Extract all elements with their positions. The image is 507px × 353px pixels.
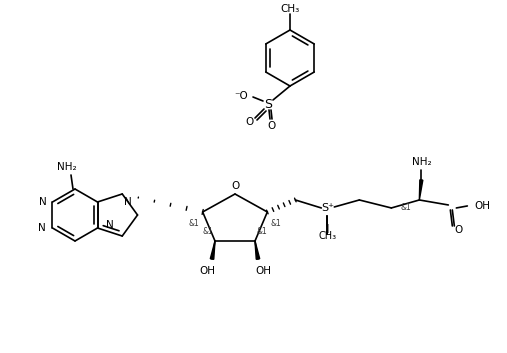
Text: ⁻O: ⁻O xyxy=(234,91,248,101)
Text: S: S xyxy=(264,97,272,110)
Text: &1: &1 xyxy=(202,227,213,235)
Text: OH: OH xyxy=(475,201,490,211)
Text: I: I xyxy=(325,223,329,237)
Text: O: O xyxy=(268,121,276,131)
Text: N: N xyxy=(38,223,46,233)
Text: NH₂: NH₂ xyxy=(57,162,77,172)
Text: O: O xyxy=(246,117,254,127)
Text: N: N xyxy=(39,197,47,207)
Text: OH: OH xyxy=(255,266,271,276)
Text: S⁺: S⁺ xyxy=(321,203,334,213)
Polygon shape xyxy=(210,241,215,259)
Polygon shape xyxy=(419,180,423,200)
Text: &1: &1 xyxy=(270,220,281,228)
Text: CH₃: CH₃ xyxy=(318,231,337,241)
Text: O: O xyxy=(231,181,239,191)
Text: NH₂: NH₂ xyxy=(412,157,431,167)
Polygon shape xyxy=(255,241,260,259)
Text: OH: OH xyxy=(199,266,215,276)
Text: I: I xyxy=(327,236,330,246)
Text: &1: &1 xyxy=(401,203,411,213)
Text: &1: &1 xyxy=(189,220,200,228)
Text: N: N xyxy=(124,197,132,207)
Text: CH₃: CH₃ xyxy=(280,4,300,14)
Text: N: N xyxy=(105,220,113,230)
Text: &1: &1 xyxy=(257,227,268,235)
Text: O: O xyxy=(454,225,462,235)
